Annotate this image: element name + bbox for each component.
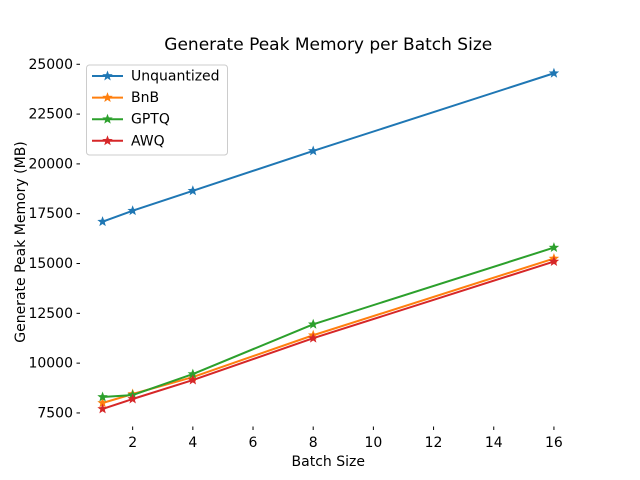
- y-tick-label: 22500: [28, 107, 73, 123]
- legend-marker: [102, 70, 113, 81]
- legend-marker: [102, 113, 113, 124]
- x-tick-label: 14: [485, 435, 503, 451]
- data-point-marker: [548, 256, 560, 266]
- legend: Unquantized BnB GPTQ AWQ: [86, 64, 228, 156]
- x-tick-label: 12: [425, 435, 443, 451]
- legend-label: AWQ: [131, 133, 165, 149]
- x-axis-label: Batch Size: [292, 454, 365, 470]
- chart-title: Generate Peak Memory per Batch Size: [164, 35, 492, 55]
- legend-label: Unquantized: [131, 69, 220, 85]
- data-point-marker: [187, 374, 199, 385]
- legend-box: [86, 64, 228, 156]
- x-tick-label: 2: [128, 435, 137, 451]
- data-point-marker: [187, 368, 199, 379]
- legend-item: BnB: [92, 90, 159, 106]
- x-tick-label: 4: [188, 435, 197, 451]
- data-point-marker: [548, 67, 560, 78]
- legend-marker: [102, 135, 113, 146]
- legend-label: BnB: [131, 90, 159, 106]
- data-point-marker: [97, 403, 108, 414]
- y-tick-label: 20000: [28, 156, 73, 172]
- y-tick-label: 12500: [28, 306, 73, 322]
- data-point-marker: [307, 145, 319, 156]
- x-axis: 2 4 6 8 10 12 14 16: [128, 426, 563, 451]
- legend-item: AWQ: [92, 133, 165, 149]
- legend-label: GPTQ: [131, 112, 170, 128]
- data-point-marker: [97, 391, 108, 402]
- data-point-marker: [307, 318, 319, 329]
- data-point-marker: [548, 242, 560, 253]
- legend-item: Unquantized: [92, 69, 220, 85]
- y-tick-label: 10000: [28, 356, 73, 372]
- data-point-marker: [187, 185, 199, 196]
- series-unquantized: [97, 67, 560, 227]
- legend-item: GPTQ: [92, 112, 170, 128]
- y-tick-label: 17500: [28, 206, 73, 222]
- y-axis-label: Generate Peak Memory (MB): [13, 141, 29, 343]
- data-point-marker: [97, 216, 108, 227]
- y-tick-label: 25000: [28, 57, 73, 73]
- y-tick-label: 15000: [28, 256, 73, 272]
- data-point-marker: [127, 205, 138, 216]
- x-tick-label: 16: [545, 435, 563, 451]
- data-point-marker: [127, 393, 138, 404]
- series-awq: [97, 256, 560, 414]
- x-tick-label: 8: [309, 435, 318, 451]
- x-tick-label: 10: [364, 435, 382, 451]
- y-tick-label: 7500: [37, 405, 73, 421]
- data-point-marker: [97, 397, 108, 408]
- y-axis: 7500 10000 12500 15000 17500 20000 22500 25000: [28, 57, 80, 421]
- legend-marker: [102, 92, 113, 103]
- data-point-marker: [307, 332, 319, 343]
- x-tick-label: 6: [249, 435, 258, 451]
